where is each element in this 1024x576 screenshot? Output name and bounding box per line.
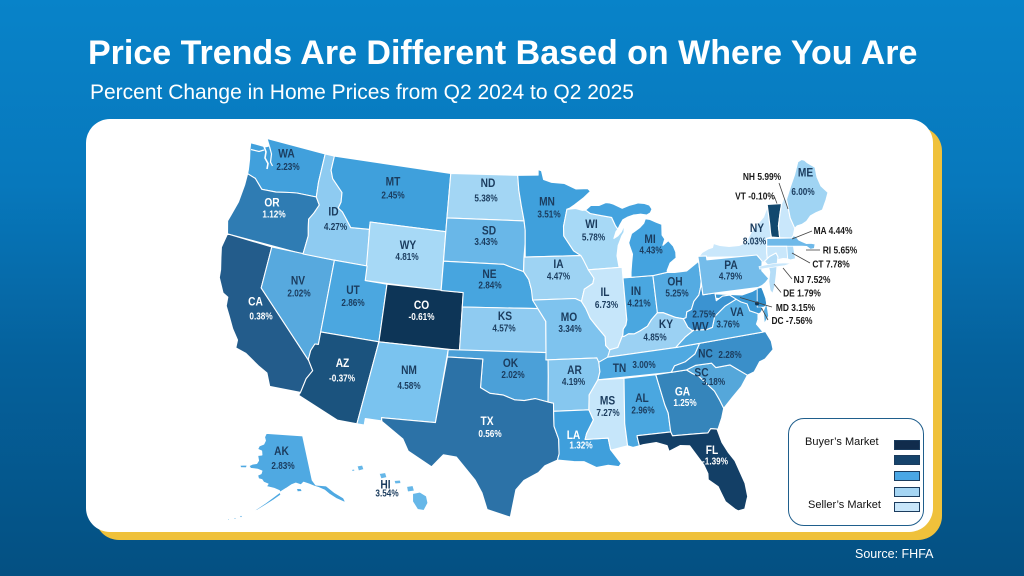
svg-text:4.21%: 4.21% <box>627 298 650 309</box>
svg-text:4.19%: 4.19% <box>562 376 585 387</box>
svg-text:5.38%: 5.38% <box>474 193 497 204</box>
svg-text:2.45%: 2.45% <box>381 190 404 201</box>
svg-text:ID: ID <box>328 206 338 219</box>
svg-text:MS: MS <box>600 395 615 408</box>
svg-text:0.38%: 0.38% <box>249 311 272 322</box>
svg-text:4.57%: 4.57% <box>492 323 515 334</box>
svg-text:1.32%: 1.32% <box>569 440 592 451</box>
svg-text:8.03%: 8.03% <box>743 236 766 247</box>
svg-text:3.00%: 3.00% <box>632 359 655 370</box>
svg-text:OH: OH <box>667 276 682 289</box>
svg-text:KY: KY <box>659 318 674 331</box>
svg-text:4.47%: 4.47% <box>547 271 570 282</box>
svg-text:ND: ND <box>481 177 496 190</box>
svg-text:3.34%: 3.34% <box>558 323 581 334</box>
svg-text:UT: UT <box>346 284 360 297</box>
svg-text:2.02%: 2.02% <box>501 369 524 380</box>
svg-text:IA: IA <box>553 258 563 271</box>
svg-text:4.27%: 4.27% <box>324 221 347 232</box>
svg-text:2.96%: 2.96% <box>631 405 654 416</box>
svg-text:CT 7.78%: CT 7.78% <box>812 259 850 271</box>
svg-text:SD: SD <box>482 225 496 238</box>
svg-text:3.18%: 3.18% <box>702 376 725 387</box>
svg-text:WA: WA <box>278 148 294 161</box>
svg-text:-0.37%: -0.37% <box>329 373 355 384</box>
svg-text:3.43%: 3.43% <box>474 236 497 247</box>
svg-text:LA: LA <box>567 429 581 442</box>
svg-text:AZ: AZ <box>336 357 350 370</box>
svg-text:IL: IL <box>600 286 609 299</box>
svg-text:GA: GA <box>675 386 690 399</box>
svg-text:OK: OK <box>503 357 518 370</box>
svg-text:CO: CO <box>414 299 430 312</box>
svg-text:-0.61%: -0.61% <box>409 311 435 322</box>
svg-text:4.43%: 4.43% <box>639 245 662 256</box>
svg-text:5.78%: 5.78% <box>582 232 605 243</box>
svg-text:RI 5.65%: RI 5.65% <box>823 245 858 257</box>
svg-text:5.25%: 5.25% <box>665 288 688 299</box>
svg-text:IN: IN <box>631 285 641 298</box>
svg-text:2.28%: 2.28% <box>718 349 741 360</box>
svg-text:NM: NM <box>401 364 417 377</box>
svg-text:4.85%: 4.85% <box>643 332 666 343</box>
svg-text:1.12%: 1.12% <box>262 209 285 220</box>
svg-text:NE: NE <box>482 268 496 281</box>
svg-text:ME: ME <box>798 167 813 180</box>
svg-text:2.83%: 2.83% <box>271 460 294 471</box>
svg-text:AK: AK <box>274 445 289 458</box>
svg-text:FL: FL <box>706 444 719 457</box>
svg-text:HI: HI <box>380 479 390 492</box>
svg-text:DE 1.79%: DE 1.79% <box>783 288 821 300</box>
svg-text:WV: WV <box>692 321 709 334</box>
svg-text:4.81%: 4.81% <box>395 251 418 262</box>
svg-text:VT -0.10%: VT -0.10% <box>735 191 775 203</box>
svg-text:6.73%: 6.73% <box>595 299 618 310</box>
svg-text:TX: TX <box>480 415 494 428</box>
svg-text:PA: PA <box>724 259 737 272</box>
svg-text:DC -7.56%: DC -7.56% <box>771 315 813 327</box>
svg-text:SC: SC <box>694 367 708 380</box>
svg-text:CA: CA <box>248 296 263 309</box>
svg-text:MO: MO <box>561 311 578 324</box>
svg-text:NH 5.99%: NH 5.99% <box>743 171 782 183</box>
svg-text:1.25%: 1.25% <box>673 397 696 408</box>
svg-text:NJ 7.52%: NJ 7.52% <box>794 274 831 286</box>
svg-text:VA: VA <box>730 306 743 319</box>
svg-text:MA 4.44%: MA 4.44% <box>814 225 853 237</box>
svg-text:6.00%: 6.00% <box>791 186 814 197</box>
svg-text:0.56%: 0.56% <box>478 428 501 439</box>
svg-text:4.58%: 4.58% <box>397 380 420 391</box>
svg-text:AR: AR <box>567 364 582 377</box>
svg-text:2.23%: 2.23% <box>276 161 299 172</box>
svg-text:MN: MN <box>539 196 555 209</box>
svg-text:3.51%: 3.51% <box>537 209 560 220</box>
svg-text:MI: MI <box>644 233 655 246</box>
svg-text:-1.39%: -1.39% <box>702 456 728 467</box>
svg-text:4.79%: 4.79% <box>719 271 742 282</box>
svg-text:KS: KS <box>498 310 512 323</box>
svg-text:NC: NC <box>698 348 713 361</box>
svg-text:2.75%: 2.75% <box>692 309 715 320</box>
svg-text:3.54%: 3.54% <box>375 488 398 499</box>
svg-text:2.86%: 2.86% <box>341 297 364 308</box>
svg-text:WY: WY <box>400 239 417 252</box>
svg-text:NY: NY <box>750 222 765 235</box>
svg-text:3.76%: 3.76% <box>716 319 739 330</box>
svg-text:WI: WI <box>585 218 597 231</box>
svg-text:2.02%: 2.02% <box>287 288 310 299</box>
svg-text:2.84%: 2.84% <box>478 280 501 291</box>
svg-text:OR: OR <box>264 197 279 210</box>
svg-text:NV: NV <box>291 275 306 288</box>
svg-text:AL: AL <box>635 392 649 405</box>
svg-text:7.27%: 7.27% <box>596 407 619 418</box>
svg-text:MT: MT <box>386 176 401 189</box>
svg-text:MD 3.15%: MD 3.15% <box>776 302 816 314</box>
svg-text:TN: TN <box>613 362 627 375</box>
